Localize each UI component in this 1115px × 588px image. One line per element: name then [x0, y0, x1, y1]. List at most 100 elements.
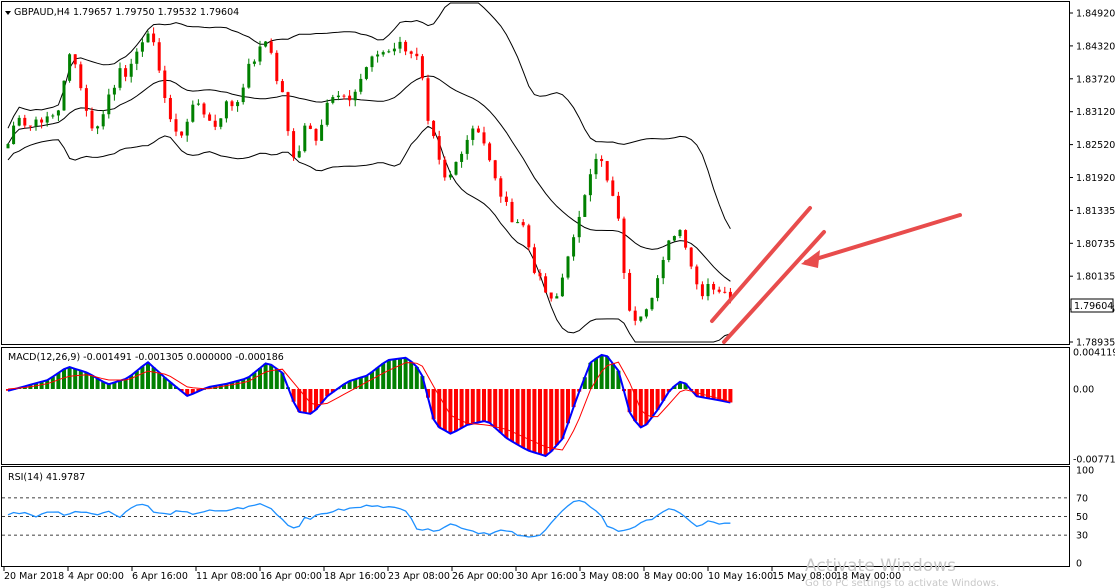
macd-bar [140, 366, 145, 389]
candle-bull [191, 104, 195, 122]
candle-bear [208, 114, 212, 121]
macd-bar [504, 389, 509, 438]
macd-axis: 0.004119 0.00 -0.007715 [1073, 348, 1115, 466]
macd-bar [101, 381, 106, 389]
candle-bull [45, 116, 49, 123]
candle-bear [202, 103, 206, 115]
candle-bull [17, 117, 21, 126]
price-axis-label: 1.82520 [1076, 140, 1115, 151]
macd-bar [67, 367, 72, 389]
macd-bar [706, 389, 710, 399]
rsi-level-lines [2, 497, 1069, 536]
current-price-tag [1070, 298, 1114, 313]
macd-bar [185, 389, 190, 396]
macd-bar [482, 389, 486, 422]
macd-bar [291, 389, 296, 402]
candle-bull [398, 41, 402, 49]
macd-axis-label: 0.004119 [1073, 348, 1115, 359]
time-axis-label: 6 Apr 16:00 [132, 571, 188, 582]
macd-bar [39, 381, 44, 389]
macd-bar [224, 383, 229, 389]
rsi-axis: 100 70 50 30 0 [1076, 466, 1094, 570]
candle-bear [482, 132, 486, 144]
price-axis-label: 1.84320 [1076, 41, 1115, 52]
macd-bar [73, 368, 78, 389]
time-axis-label: 3 May 08:00 [580, 571, 639, 582]
candle-bull [12, 125, 16, 145]
candle-bear [275, 52, 279, 82]
macd-bar [106, 384, 111, 389]
macd-bar [90, 375, 94, 389]
candle-bull [448, 174, 452, 178]
candle-bear [426, 78, 430, 121]
macd-bar [269, 364, 274, 389]
candle-bull [370, 56, 374, 68]
macd-bar [672, 386, 677, 389]
rsi-axis-label: 0 [1076, 559, 1082, 570]
macd-bar [325, 389, 330, 397]
candle-bear [532, 247, 536, 273]
macd-bar [314, 389, 318, 410]
time-axis-label: 11 Apr 08:00 [196, 571, 258, 582]
macd-bar [45, 380, 50, 389]
candle-bull [258, 46, 262, 62]
candle-bull [252, 61, 256, 64]
macd-bar [543, 389, 548, 456]
current-price-label: 1.79604 [1074, 301, 1113, 312]
price-axis-label: 1.83720 [1076, 74, 1115, 85]
candle-bull [112, 87, 116, 95]
macd-bar [487, 389, 492, 423]
candle-bear [124, 68, 128, 77]
time-axis-label: 23 Apr 08:00 [388, 571, 450, 582]
candle-bear [493, 160, 497, 179]
candle-bull [118, 68, 122, 88]
time-axis-label: 18 May 00:00 [836, 571, 901, 582]
macd-bar [532, 389, 537, 453]
candle-bull [196, 103, 200, 105]
macd-bar [398, 358, 402, 389]
candle-bull [465, 139, 469, 154]
macd-bar [123, 378, 128, 389]
macd-bar [118, 380, 122, 389]
candle-bull [331, 97, 335, 103]
macd-bar [700, 389, 705, 398]
channel-line-lower [722, 230, 826, 344]
macd-bar [493, 389, 498, 428]
candle-bear [527, 225, 531, 248]
candle-bull [101, 114, 105, 127]
candle-bear [180, 131, 184, 136]
macd-bar [616, 370, 621, 389]
macd-bar [78, 370, 83, 389]
macd-bar [538, 389, 542, 455]
macd-bar [633, 389, 638, 422]
candle-bull [364, 67, 368, 79]
macd-axis-label: -0.007715 [1073, 455, 1115, 466]
candle-bear [292, 131, 296, 158]
macd-bar [347, 381, 352, 389]
candle-bear [152, 33, 156, 43]
macd-bar [274, 368, 279, 389]
macd-bar [342, 384, 346, 389]
candle-bear [163, 70, 167, 98]
macd-bar [498, 389, 503, 433]
macd-lines [7, 353, 731, 458]
macd-bar [263, 363, 268, 389]
macd-bar [230, 382, 234, 389]
candle-bull [6, 144, 10, 149]
macd-bar [162, 377, 167, 389]
candle-bear [168, 97, 172, 120]
rsi-axis-label: 70 [1076, 493, 1088, 504]
dropdown-arrow-icon[interactable] [5, 11, 11, 15]
candle-bull [303, 125, 307, 152]
macd-bar [448, 389, 453, 434]
macd-bar [459, 389, 464, 428]
arrow-shaft [804, 213, 962, 264]
candle-bear [404, 41, 408, 52]
macd-bar [409, 361, 414, 389]
candle-bear [308, 125, 312, 129]
rsi-series-line [7, 499, 731, 538]
candle-bear [684, 230, 688, 248]
macd-bar [129, 375, 134, 389]
candle-bear [712, 284, 716, 290]
